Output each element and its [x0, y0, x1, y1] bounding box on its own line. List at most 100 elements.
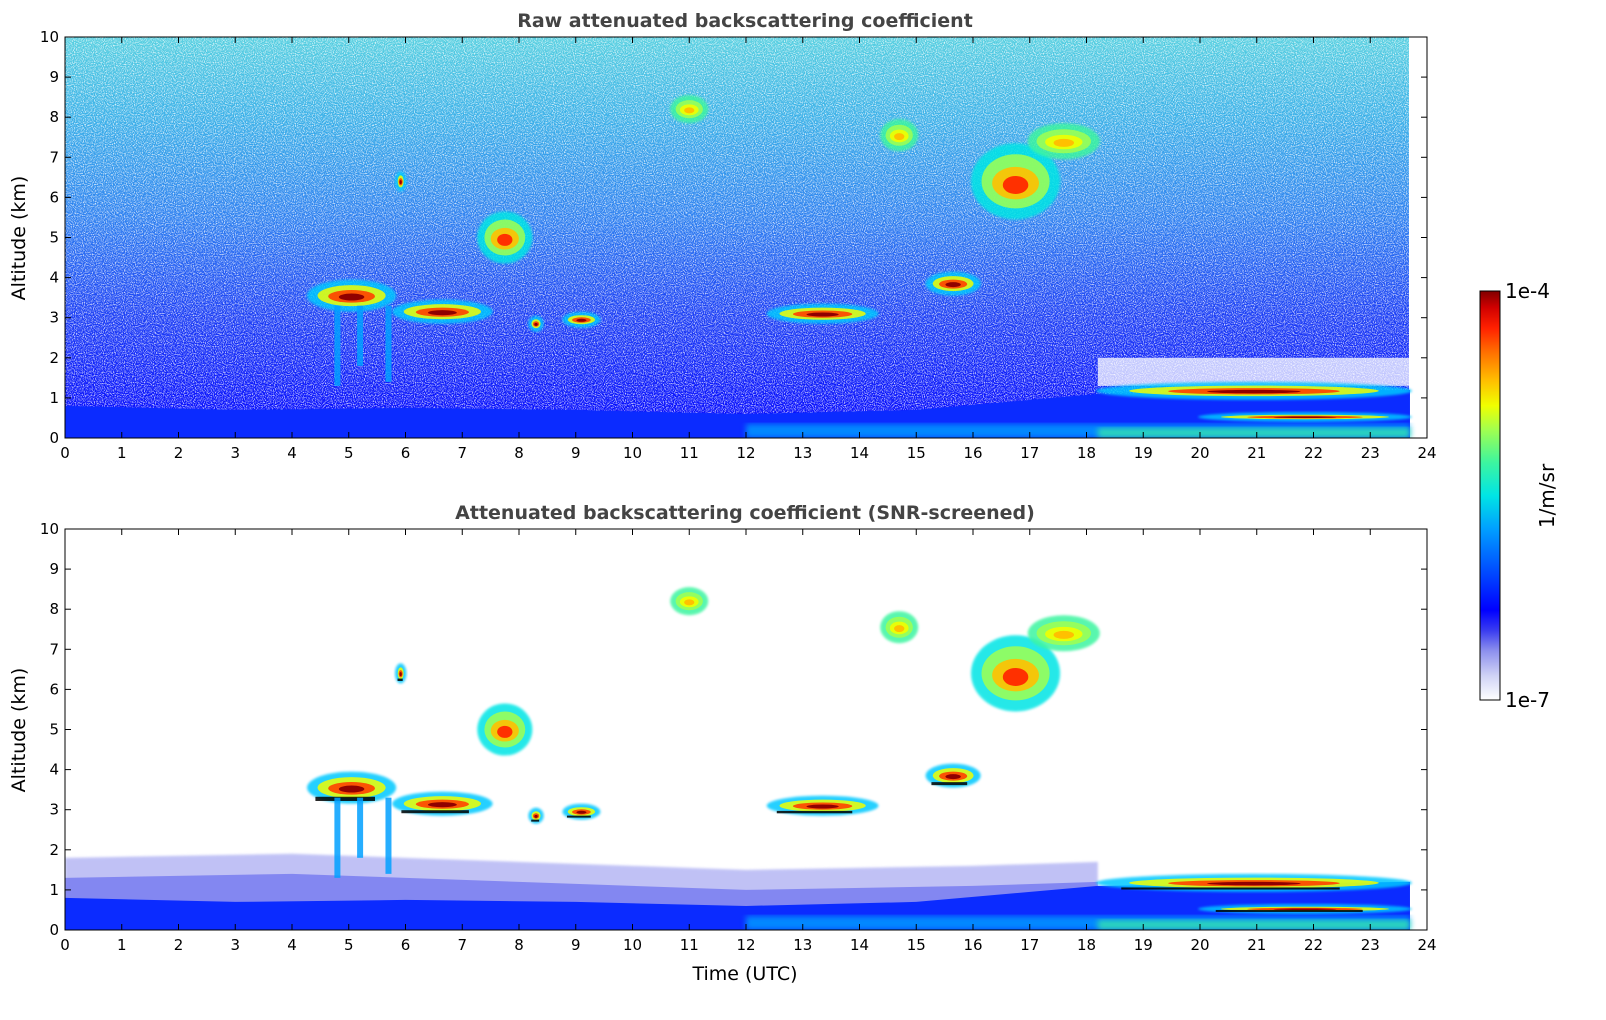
raw-yticks: 0 1 2 3 4 5 6 7 8 9 10	[40, 28, 1427, 447]
cloud-core	[399, 672, 402, 677]
colorbar-max-label: 1e-4	[1505, 279, 1550, 303]
screened-xlabel: Time (UTC)	[691, 963, 797, 985]
x-tick-label: 9	[571, 444, 581, 462]
cloud-core	[945, 774, 961, 780]
cloud-saturated-base	[1121, 887, 1340, 890]
raw-heatmap	[65, 37, 1412, 438]
cloud-core	[684, 107, 695, 114]
x-tick-label: 14	[850, 444, 869, 462]
screened-yticks: 0 1 2 3 4 5 6 7 8 9 10	[40, 520, 1427, 939]
y-tick-label: 1	[49, 881, 59, 899]
y-tick-label: 3	[49, 309, 59, 327]
y-tick-label: 5	[49, 229, 59, 247]
x-tick-label: 1	[117, 936, 127, 954]
raw-title: Raw attenuated backscattering coefficien…	[517, 10, 973, 32]
cloud-feature	[670, 587, 709, 616]
surface-band-late	[1097, 427, 1410, 438]
cloud-feature	[670, 95, 709, 124]
x-tick-label: 5	[344, 936, 354, 954]
cloud-core	[894, 133, 905, 141]
y-tick-label: 4	[49, 269, 59, 287]
x-tick-label: 5	[344, 444, 354, 462]
cloud-feature	[766, 795, 879, 816]
cloud-core	[1273, 908, 1337, 911]
y-tick-label: 10	[40, 28, 59, 46]
raw-ylabel: Altitude (km)	[8, 176, 30, 301]
x-tick-label: 0	[60, 936, 70, 954]
y-tick-label: 0	[49, 429, 59, 447]
y-tick-label: 0	[49, 921, 59, 939]
x-tick-label: 10	[623, 444, 642, 462]
virga-streak	[385, 305, 392, 382]
cloud-core	[427, 802, 457, 808]
surface-band-late	[1097, 919, 1410, 930]
x-tick-label: 6	[401, 444, 411, 462]
cloud-feature	[1198, 411, 1412, 422]
y-tick-label: 2	[49, 841, 59, 859]
cloud-saturated-base	[397, 678, 403, 681]
cloud-core	[427, 310, 457, 316]
cloud-feature	[307, 771, 397, 804]
cloud-feature	[766, 303, 879, 324]
cloud-feature	[392, 791, 493, 816]
cloud-saturated-base	[531, 819, 540, 822]
x-tick-label: 16	[963, 936, 982, 954]
x-tick-label: 3	[230, 936, 240, 954]
cloud-core	[1002, 175, 1029, 194]
cloud-saturated-base	[931, 782, 968, 786]
x-tick-label: 18	[1077, 444, 1096, 462]
x-tick-label: 6	[401, 936, 411, 954]
x-tick-label: 1	[117, 444, 127, 462]
cloud-feature	[392, 299, 493, 324]
cloud-core	[1053, 138, 1075, 147]
x-tick-label: 21	[1247, 444, 1266, 462]
virga-streak	[357, 305, 364, 366]
x-tick-label: 17	[1020, 936, 1039, 954]
cloud-feature	[394, 663, 407, 684]
cloud-saturated-base	[776, 810, 853, 814]
x-tick-label: 2	[174, 936, 184, 954]
screened-xticks: 0 1 2 3 4 5 6 7 8 9 10 11 12 13 14 15 16 17 18 19 20 21 22 23 24	[60, 529, 1437, 954]
x-tick-label: 13	[793, 936, 812, 954]
cloud-feature	[477, 211, 533, 264]
y-tick-label: 1	[49, 389, 59, 407]
cloud-feature	[307, 279, 397, 312]
attenuated-region	[1097, 357, 1410, 386]
cloud-feature	[1095, 381, 1412, 400]
cloud-feature	[1027, 123, 1100, 160]
cloud-feature	[1027, 615, 1100, 652]
virga-streak	[334, 305, 341, 386]
virga-streak	[385, 797, 392, 874]
cloud-feature	[477, 703, 533, 756]
virga-streak	[357, 797, 364, 858]
cloud-feature	[1198, 903, 1412, 914]
x-tick-label: 14	[850, 936, 869, 954]
cloud-core	[1207, 881, 1301, 886]
cloud-core	[497, 725, 513, 738]
cloud-core	[534, 322, 538, 326]
x-tick-label: 0	[60, 444, 70, 462]
x-tick-label: 4	[287, 936, 297, 954]
cloud-core	[534, 814, 538, 818]
colorbar-min-label: 1e-7	[1505, 688, 1550, 712]
x-tick-label: 8	[514, 936, 524, 954]
x-tick-label: 18	[1077, 936, 1096, 954]
raw-features	[65, 95, 1412, 438]
cloud-core	[338, 293, 365, 301]
cloud-core	[945, 282, 961, 288]
cloud-core	[1207, 389, 1301, 394]
x-tick-label: 7	[457, 444, 467, 462]
cloud-feature	[394, 171, 407, 192]
cloud-core	[497, 233, 513, 246]
x-tick-label: 19	[1134, 936, 1153, 954]
raw-backscatter-panel: Raw attenuated backscattering coefficien…	[8, 10, 1437, 462]
cloud-feature	[562, 311, 601, 328]
raw-xticks: 0 1 2 3 4 5 6 7 8 9 10 11 12 13 14 15 16 17 18 19 20 21 22 23 24	[60, 37, 1437, 462]
cloud-feature	[528, 315, 544, 332]
colorbar: 1e-4 1e-7 1/m/sr	[1479, 279, 1559, 712]
x-tick-label: 2	[174, 444, 184, 462]
cloud-feature	[880, 119, 919, 152]
cloud-core	[684, 599, 695, 606]
cloud-core	[1053, 630, 1075, 639]
